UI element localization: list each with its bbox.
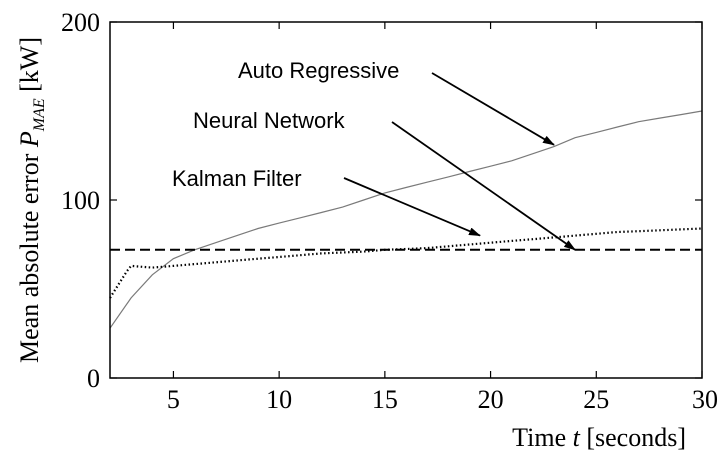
y-tick-label: 0 bbox=[87, 364, 100, 393]
x-tick-label: 10 bbox=[266, 385, 292, 414]
x-tick-label: 20 bbox=[478, 385, 504, 414]
x-tick-label: 30 bbox=[692, 385, 718, 414]
annotation-neural-network: Neural Network bbox=[193, 108, 346, 133]
y-tick-label: 100 bbox=[61, 186, 100, 215]
ticks-layer: 5 10 15 20 25 30 0 100 200 bbox=[61, 8, 718, 414]
annotation-layer: Auto Regressive Neural Network Kalman Filt… bbox=[172, 58, 576, 251]
annotation-auto-regressive: Auto Regressive bbox=[238, 58, 399, 83]
kalman-filter-line bbox=[109, 227, 703, 299]
annotation-kalman-filter: Kalman Filter bbox=[172, 166, 302, 191]
series-layer bbox=[109, 110, 703, 329]
annotation-arrow-auto-regressive bbox=[431, 72, 555, 146]
annotation-arrow-kalman-filter bbox=[343, 177, 481, 237]
x-tick-label: 25 bbox=[583, 385, 609, 414]
x-tick-label: 5 bbox=[167, 385, 180, 414]
plot-frame bbox=[109, 21, 703, 379]
auto-regressive-line bbox=[109, 110, 703, 329]
y-axis-label: Mean absolute error PMAE [kW] bbox=[15, 37, 48, 363]
x-axis-label: Time t [seconds] bbox=[512, 423, 686, 452]
x-tick-label: 15 bbox=[372, 385, 398, 414]
y-tick-label: 200 bbox=[61, 8, 100, 37]
annotation-arrow-neural-network bbox=[391, 121, 576, 251]
